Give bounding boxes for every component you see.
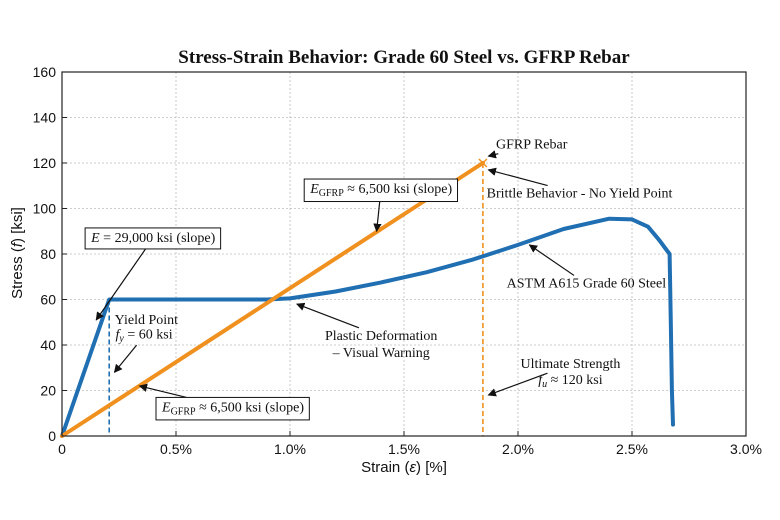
annotation-text: Yield Point bbox=[115, 313, 179, 328]
annotation-part: ≈ 6,500 ksi (slope) bbox=[344, 182, 453, 197]
axes bbox=[61, 71, 747, 437]
grid bbox=[62, 72, 746, 436]
annotation-gfrp-modulus-lower: EGFRP ≈ 6,500 ksi (slope) bbox=[138, 383, 310, 421]
annotation-text: Brittle Behavior - No Yield Point bbox=[487, 187, 673, 202]
annotation-text: fy = 60 ksi bbox=[116, 328, 173, 345]
y-tick-label: 60 bbox=[40, 292, 56, 308]
axis-label-part: ) [%] bbox=[416, 459, 447, 476]
y-tick-label: 20 bbox=[40, 383, 56, 399]
annotation-part: ASTM A615 Grade 60 Steel bbox=[507, 276, 667, 291]
x-tick-label: 0.5% bbox=[160, 441, 192, 457]
annotation-box bbox=[303, 178, 459, 203]
annotation-part: ≈ 120 ksi bbox=[547, 373, 603, 388]
annotation-box bbox=[155, 396, 310, 421]
x-tick-label: 1.0% bbox=[274, 441, 306, 457]
annotation-text: Ultimate Strength bbox=[520, 357, 620, 372]
axis-label-part: Strain ( bbox=[361, 459, 409, 476]
annotation-part: GFRP Rebar bbox=[496, 138, 568, 153]
y-tick-label: 80 bbox=[40, 246, 56, 262]
x-tick-label: 1.5% bbox=[388, 441, 420, 457]
annotation-part: Brittle Behavior - No Yield Point bbox=[487, 187, 673, 202]
annotation-gfrp-label: GFRP Rebar bbox=[487, 138, 568, 159]
annotation-part: y bbox=[118, 333, 124, 344]
annotation-part: – Visual Warning bbox=[332, 346, 430, 361]
annotation-text: E = 29,000 ksi (slope) bbox=[90, 231, 216, 246]
annotation-box bbox=[84, 227, 222, 250]
annotation-text: fu ≈ 120 ksi bbox=[538, 373, 603, 390]
x-tick-label: 2.5% bbox=[616, 441, 648, 457]
y-tick-label: 0 bbox=[48, 428, 56, 444]
annotation-part: = 60 ksi bbox=[124, 328, 173, 343]
annotation-gfrp-modulus-upper: EGFRP ≈ 6,500 ksi (slope) bbox=[303, 178, 459, 233]
x-tick-label: 2.0% bbox=[502, 441, 534, 457]
axis-label-part: f bbox=[9, 241, 26, 247]
annotation-brittle-behavior: Brittle Behavior - No Yield Point bbox=[487, 167, 673, 202]
axis-label-part: Stress ( bbox=[9, 247, 26, 299]
annotation-part: GFRP bbox=[319, 188, 344, 199]
annotation-plastic-deformation: Plastic Deformation bbox=[296, 302, 437, 344]
annotation-arrow bbox=[487, 167, 548, 187]
y-tick-label: 140 bbox=[33, 110, 57, 126]
tick-labels: 0 0.5% 1.0% 1.5% 2.0% 2.5% 3.0% 0 20 40 60 80 100 120… bbox=[33, 64, 762, 457]
annotations-layer: E = 29,000 ksi (slope)EGFRP ≈ 6,500 ksi … bbox=[84, 138, 673, 421]
chart-title: Stress-Strain Behavior: Grade 60 Steel v… bbox=[178, 47, 630, 68]
annotation-arrow bbox=[487, 150, 499, 159]
annotation-text: GFRP Rebar bbox=[496, 138, 568, 153]
annotation-part: GFRP bbox=[171, 406, 196, 417]
annotation-part: Yield Point bbox=[115, 313, 179, 328]
y-tick-label: 100 bbox=[33, 201, 57, 217]
annotation-steel-label: ASTM A615 Grade 60 Steel bbox=[507, 244, 667, 291]
x-axis-label: Strain (ε) [%] bbox=[361, 459, 447, 476]
y-tick-label: 40 bbox=[40, 337, 56, 353]
annotation-arrow bbox=[95, 248, 147, 321]
annotation-text: EGFRP ≈ 6,500 ksi (slope) bbox=[309, 182, 452, 199]
y-tick-label: 120 bbox=[33, 155, 57, 171]
annotation-arrow bbox=[373, 201, 382, 233]
rupture-marker bbox=[478, 158, 488, 168]
annotation-part: ≈ 6,500 ksi (slope) bbox=[196, 400, 305, 415]
annotation-part: E bbox=[309, 182, 319, 197]
annotation-text: ASTM A615 Grade 60 Steel bbox=[507, 276, 667, 291]
annotation-visual-warning: – Visual Warning bbox=[332, 346, 430, 361]
annotation-part: = 29,000 ksi (slope) bbox=[100, 231, 216, 246]
annotation-part: Plastic Deformation bbox=[325, 329, 437, 344]
annotation-arrow bbox=[487, 372, 548, 397]
annotation-arrow bbox=[528, 244, 575, 276]
annotation-arrow bbox=[138, 383, 187, 399]
axis-label-part: ε bbox=[409, 459, 416, 476]
annotation-text: Plastic Deformation bbox=[325, 329, 437, 344]
annotation-part: f bbox=[538, 373, 544, 388]
x-tick-label: 3.0% bbox=[730, 441, 762, 457]
annotation-steel-modulus: E = 29,000 ksi (slope) bbox=[84, 227, 222, 321]
x-tick-label: 0 bbox=[58, 441, 66, 457]
y-axis-label: Stress (f) [ksi] bbox=[9, 207, 26, 299]
annotation-part: f bbox=[116, 328, 122, 343]
annotation-part: u bbox=[542, 379, 547, 390]
annotation-yield-fy: fy = 60 ksi bbox=[113, 328, 173, 373]
axis-label-part: ) [ksi] bbox=[9, 207, 26, 243]
annotation-arrow bbox=[296, 302, 360, 329]
annotation-part: Ultimate Strength bbox=[520, 357, 620, 372]
annotation-text: EGFRP ≈ 6,500 ksi (slope) bbox=[161, 400, 304, 417]
annotation-part: E bbox=[161, 400, 171, 415]
annotation-yield-point: Yield Point bbox=[115, 313, 179, 328]
annotation-arrow bbox=[113, 344, 138, 373]
annotation-part: E bbox=[90, 231, 100, 246]
annotation-text: – Visual Warning bbox=[332, 346, 430, 361]
annotation-ultimate-strength: Ultimate Strength bbox=[487, 357, 620, 397]
annotation-ultimate-fu: fu ≈ 120 ksi bbox=[538, 373, 603, 390]
gfrp-line bbox=[60, 161, 485, 438]
series-layer bbox=[60, 158, 675, 438]
y-tick-label: 160 bbox=[33, 64, 57, 80]
